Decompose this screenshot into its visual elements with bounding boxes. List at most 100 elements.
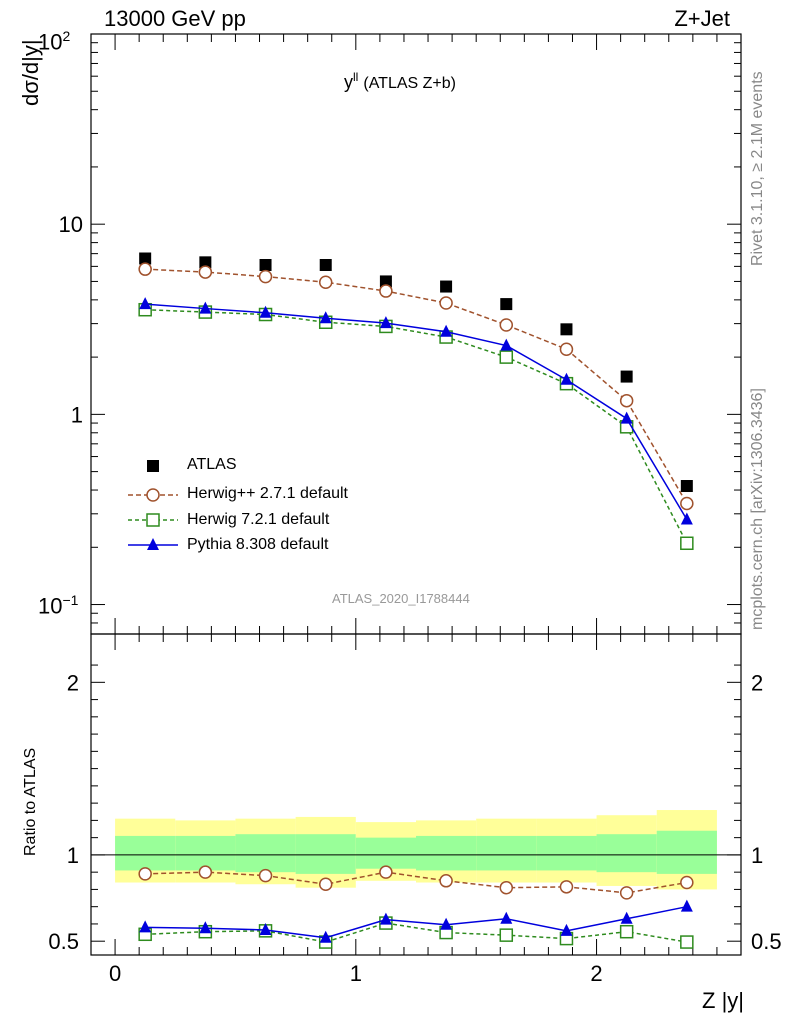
header-left: 13000 GeV pp <box>104 6 246 31</box>
ratio-ytick-label-left: 1 <box>67 843 79 868</box>
main-point <box>440 324 453 337</box>
ratio-series-line <box>145 905 687 939</box>
ratio-point <box>680 935 694 949</box>
main-point <box>198 265 213 279</box>
ratio-ytick-label-right: 0.5 <box>751 929 782 954</box>
xlabel: Z |y| <box>702 988 744 1013</box>
main-point <box>379 284 393 298</box>
ratio-series-line <box>145 922 687 943</box>
chart-title-sup: ll <box>353 70 359 84</box>
header-right: Z+Jet <box>674 6 730 31</box>
main-point <box>560 323 573 336</box>
ratio-point <box>138 867 152 881</box>
main-point <box>619 393 634 408</box>
chart-title: yll (ATLAS Z+b) <box>344 70 456 93</box>
main-point <box>199 256 212 269</box>
main-point <box>258 269 273 284</box>
main-point <box>620 370 633 383</box>
ytick-top-exp: 2 <box>62 28 71 44</box>
ratio-point <box>500 911 513 924</box>
ratio-point <box>319 930 332 943</box>
ratio-point <box>439 874 453 888</box>
ratio-point <box>560 923 573 936</box>
ratio-point <box>318 877 333 891</box>
ratio-point <box>139 920 152 933</box>
ratio-ytick-label-left: 0.5 <box>48 929 79 954</box>
legend-atlas: ATLAS <box>187 456 237 473</box>
ratio-point <box>619 886 634 900</box>
ytick-bottom-base: 10 <box>38 593 63 619</box>
ratio-point <box>259 922 272 935</box>
mcplots-label: mcplots.cern.ch [arXiv:1306.3436] <box>749 388 766 630</box>
xtick-label: 0 <box>109 961 121 986</box>
xtick-label: 2 <box>590 961 602 986</box>
main-ytick-label: 1 <box>71 402 83 427</box>
ratio-point <box>680 899 693 912</box>
main-series-line <box>145 308 688 544</box>
ratio-point <box>559 880 574 894</box>
xtick-label: 1 <box>350 961 362 986</box>
main-point <box>499 350 514 364</box>
main-point <box>139 297 152 310</box>
main-point <box>139 252 152 265</box>
main-point <box>680 480 693 493</box>
ratio-point <box>198 865 213 879</box>
main-point <box>379 275 392 288</box>
main-point <box>620 411 633 424</box>
legend-marker <box>147 460 159 472</box>
ratio-point <box>499 928 514 942</box>
ytick-label-bottom: 10−1 <box>38 592 78 619</box>
ratio-ytick-label-left: 2 <box>67 670 79 695</box>
main-ytick-label: 10 <box>59 212 83 237</box>
chart-title-main: y <box>344 72 353 92</box>
main-point <box>680 512 693 525</box>
main-point <box>259 305 272 318</box>
main-point <box>499 318 514 332</box>
legend-marker <box>147 538 159 550</box>
rivet-label: Rivet 3.1.10, ≥ 2.1M events <box>749 71 766 266</box>
main-point <box>559 342 574 356</box>
legend-herwigpp: Herwig++ 2.7.1 default <box>187 485 348 502</box>
ratio-point <box>258 868 273 883</box>
ratio-band-inner <box>596 834 657 873</box>
ytick-bottom-exp: −1 <box>62 592 79 608</box>
legend-pythia: Pythia 8.308 default <box>187 536 329 553</box>
legend-herwig7: Herwig 7.2.1 default <box>187 511 330 528</box>
legend-marker <box>146 513 160 527</box>
ratio-point <box>680 875 694 890</box>
ratio-band-inner <box>536 835 597 871</box>
ratio-band-inner <box>295 834 356 874</box>
ratio-band-inner <box>355 837 416 869</box>
main-point <box>138 262 152 276</box>
main-series-line <box>145 303 688 520</box>
main-point <box>500 298 513 311</box>
ratio-point <box>379 912 392 925</box>
ratio-ytick-label-right: 2 <box>751 670 763 695</box>
main-point <box>680 536 694 551</box>
ratio-band-inner <box>235 834 296 873</box>
ratio-point <box>199 921 212 934</box>
main-point <box>439 296 453 310</box>
main-point <box>440 280 453 293</box>
main-point <box>319 259 332 272</box>
ratio-band-inner <box>416 835 477 871</box>
ratio-point <box>499 880 514 895</box>
ratio-frame <box>90 633 742 956</box>
ratio-point <box>440 917 453 930</box>
legend-marker <box>146 488 160 502</box>
main-point <box>199 301 212 314</box>
ratio-band-inner <box>115 835 176 871</box>
ratio-series-line <box>145 871 687 894</box>
ratio-ytick-label-right: 1 <box>751 843 763 868</box>
main-point <box>680 496 694 511</box>
ytick-label-top: 102 <box>38 28 70 55</box>
main-point <box>560 372 573 385</box>
ratio-band-inner <box>476 835 537 871</box>
ratio-band-inner <box>656 830 717 874</box>
ytick-top-base: 10 <box>38 29 63 55</box>
main-point <box>319 311 332 324</box>
main-point <box>318 275 333 290</box>
main-point <box>259 259 272 272</box>
ratio-point <box>379 865 393 879</box>
